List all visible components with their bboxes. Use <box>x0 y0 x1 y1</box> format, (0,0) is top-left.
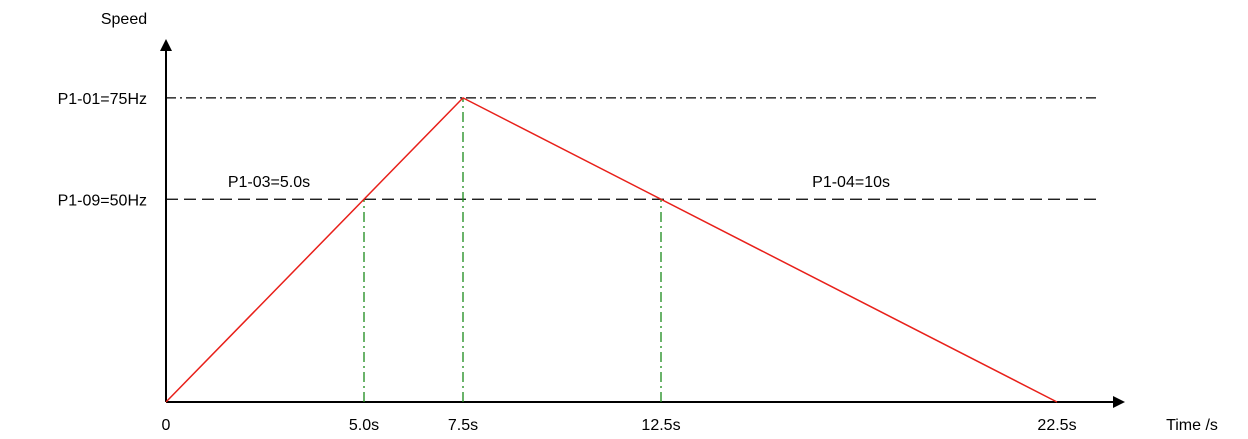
x-tick-labels: 0 5.0s 7.5s 12.5s 22.5s <box>162 417 1077 434</box>
annotations: P1-03=5.0s P1-04=10s <box>228 174 890 191</box>
annotation-decel: P1-04=10s <box>812 174 890 191</box>
x-axis-title: Time /s <box>1166 417 1218 434</box>
y-label-75: P1-01=75Hz <box>58 91 147 108</box>
y-label-50: P1-09=50Hz <box>58 192 147 209</box>
speed-profile-line <box>165 96 1058 403</box>
vertical-guides <box>363 97 662 402</box>
y-reference-labels: P1-01=75Hz P1-09=50Hz <box>58 91 147 209</box>
x-tick-label-0: 0 <box>162 417 171 434</box>
x-tick-label-5: 5.0s <box>349 417 379 434</box>
x-tick-label-22_5: 22.5s <box>1037 417 1076 434</box>
annotation-accel: P1-03=5.0s <box>228 174 310 191</box>
x-tick-label-12_5: 12.5s <box>641 417 680 434</box>
y-axis-title: Speed <box>101 11 147 28</box>
x-tick-label-7_5: 7.5s <box>448 417 478 434</box>
series-group <box>165 96 1058 403</box>
reference-lines <box>166 97 1100 200</box>
